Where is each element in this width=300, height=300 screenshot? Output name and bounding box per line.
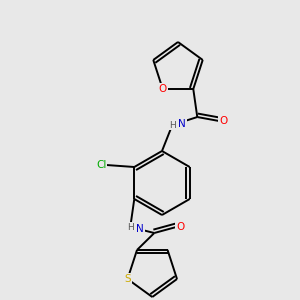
Text: O: O — [176, 222, 184, 232]
Text: O: O — [159, 84, 167, 94]
Text: H: H — [169, 121, 176, 130]
Text: H: H — [127, 223, 134, 232]
Text: N: N — [136, 224, 144, 234]
Text: S: S — [124, 274, 131, 284]
Text: O: O — [219, 116, 227, 126]
Text: Cl: Cl — [96, 160, 106, 170]
Text: N: N — [178, 119, 186, 129]
